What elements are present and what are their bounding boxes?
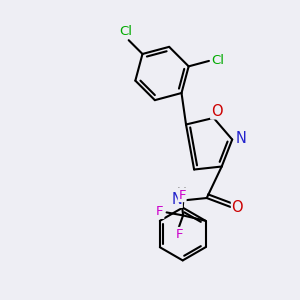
- Text: H: H: [177, 185, 187, 199]
- Text: F: F: [178, 188, 186, 202]
- Text: F: F: [156, 205, 164, 218]
- Text: O: O: [211, 104, 222, 119]
- Text: F: F: [176, 227, 183, 241]
- Text: Cl: Cl: [119, 25, 132, 38]
- Text: N: N: [235, 130, 246, 146]
- Text: N: N: [171, 192, 182, 207]
- Text: Cl: Cl: [211, 53, 224, 67]
- Text: O: O: [232, 200, 243, 215]
